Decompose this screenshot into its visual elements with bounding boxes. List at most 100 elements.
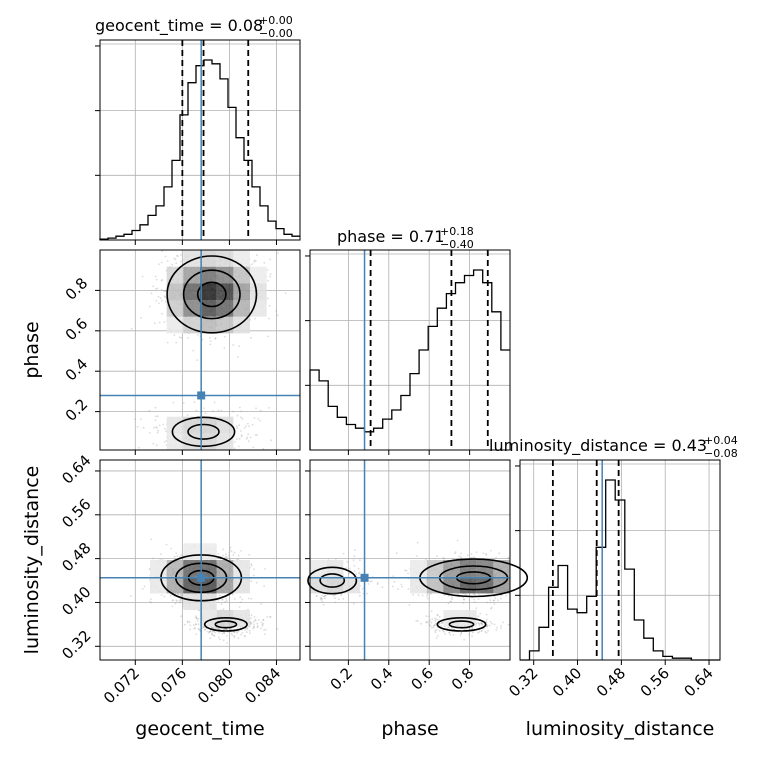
- sample-point: [478, 631, 481, 633]
- histogram-luminosity_distance: [520, 479, 720, 661]
- sample-point: [397, 588, 399, 590]
- density-cell: [410, 576, 427, 594]
- sample-point: [196, 359, 199, 361]
- sample-point: [493, 623, 496, 626]
- sample-point: [451, 596, 454, 599]
- sample-point: [179, 260, 182, 263]
- x-tick-label-luminosity_distance: 0.64: [680, 664, 716, 700]
- sample-point: [266, 269, 269, 271]
- sample-point: [214, 337, 217, 340]
- sample-point: [507, 556, 510, 559]
- sample-point: [177, 593, 180, 595]
- sample-point: [270, 439, 273, 442]
- sample-point: [425, 621, 427, 624]
- sample-point: [211, 626, 213, 629]
- sample-point: [229, 557, 231, 560]
- sample-point: [212, 410, 215, 413]
- sample-point: [193, 401, 196, 404]
- sample-point: [472, 556, 475, 559]
- sample-point: [252, 446, 255, 449]
- sample-point: [478, 622, 480, 625]
- sample-point: [485, 631, 488, 634]
- sample-point: [162, 423, 165, 426]
- sample-point: [176, 555, 179, 558]
- sample-point: [502, 621, 504, 624]
- sample-point: [260, 603, 262, 605]
- y-tick-label-luminosity_distance: 0.64: [58, 451, 94, 487]
- sample-point: [489, 599, 492, 601]
- density-cell: [460, 576, 477, 594]
- sample-point: [321, 597, 324, 600]
- sample-point: [195, 617, 198, 619]
- sample-point: [473, 598, 475, 601]
- sample-point: [196, 619, 199, 622]
- sample-point: [246, 436, 249, 439]
- sample-point: [495, 557, 498, 559]
- sample-point: [484, 631, 487, 633]
- sample-point: [353, 570, 356, 572]
- sample-point: [218, 632, 221, 634]
- title-luminosity-distance: luminosity_distance = 0.43: [489, 436, 707, 456]
- density-cell: [200, 283, 217, 300]
- sample-point: [491, 622, 493, 625]
- sample-point: [208, 630, 211, 633]
- sample-point: [160, 594, 163, 596]
- sample-point: [213, 401, 216, 404]
- sample-point: [471, 635, 473, 637]
- density-cell: [200, 433, 217, 450]
- sample-point: [213, 634, 216, 637]
- density-cell: [326, 560, 344, 577]
- sample-point: [268, 317, 270, 320]
- sample-point: [201, 627, 204, 629]
- sample-point: [434, 620, 437, 622]
- sample-point: [236, 627, 239, 629]
- sample-point: [444, 633, 446, 635]
- sample-point: [269, 616, 272, 618]
- sample-point: [158, 321, 161, 324]
- sample-point: [269, 273, 272, 276]
- sample-point: [150, 292, 153, 295]
- sample-point: [486, 624, 489, 627]
- sample-point: [404, 569, 406, 572]
- sample-point: [213, 630, 216, 633]
- sample-point: [153, 426, 156, 429]
- sample-point: [254, 317, 257, 320]
- sample-point: [260, 621, 263, 624]
- sample-point: [434, 624, 436, 626]
- sample-point: [436, 614, 439, 616]
- sample-point: [171, 263, 174, 266]
- sample-point: [263, 633, 266, 635]
- sample-point: [425, 621, 428, 623]
- sample-point: [437, 635, 439, 637]
- sample-point: [262, 618, 264, 621]
- sample-point: [236, 427, 239, 429]
- sample-point: [421, 594, 424, 597]
- sample-point: [438, 623, 440, 626]
- sample-point: [342, 552, 345, 555]
- sample-point: [460, 552, 463, 555]
- sample-point: [230, 632, 233, 635]
- sample-point: [284, 292, 287, 294]
- sample-point: [230, 628, 233, 630]
- sample-point: [250, 580, 253, 583]
- sample-point: [180, 254, 182, 256]
- sample-point: [150, 538, 153, 541]
- sample-point: [152, 557, 155, 560]
- sample-point: [470, 556, 472, 559]
- sample-point: [429, 625, 432, 627]
- sample-point: [222, 608, 225, 610]
- density-cell: [183, 316, 200, 334]
- sample-point: [448, 631, 451, 634]
- x-tick-label-phase: 0.8: [448, 664, 478, 694]
- sample-point: [158, 302, 160, 305]
- sample-point: [240, 601, 242, 604]
- sample-point: [179, 598, 182, 601]
- sample-point: [186, 621, 189, 624]
- sample-point: [488, 624, 491, 627]
- panel-frame: [519, 459, 721, 661]
- sample-point: [222, 548, 225, 551]
- sample-point: [253, 259, 256, 262]
- sample-point: [237, 630, 240, 633]
- sample-point: [453, 628, 456, 631]
- sample-point: [485, 620, 488, 623]
